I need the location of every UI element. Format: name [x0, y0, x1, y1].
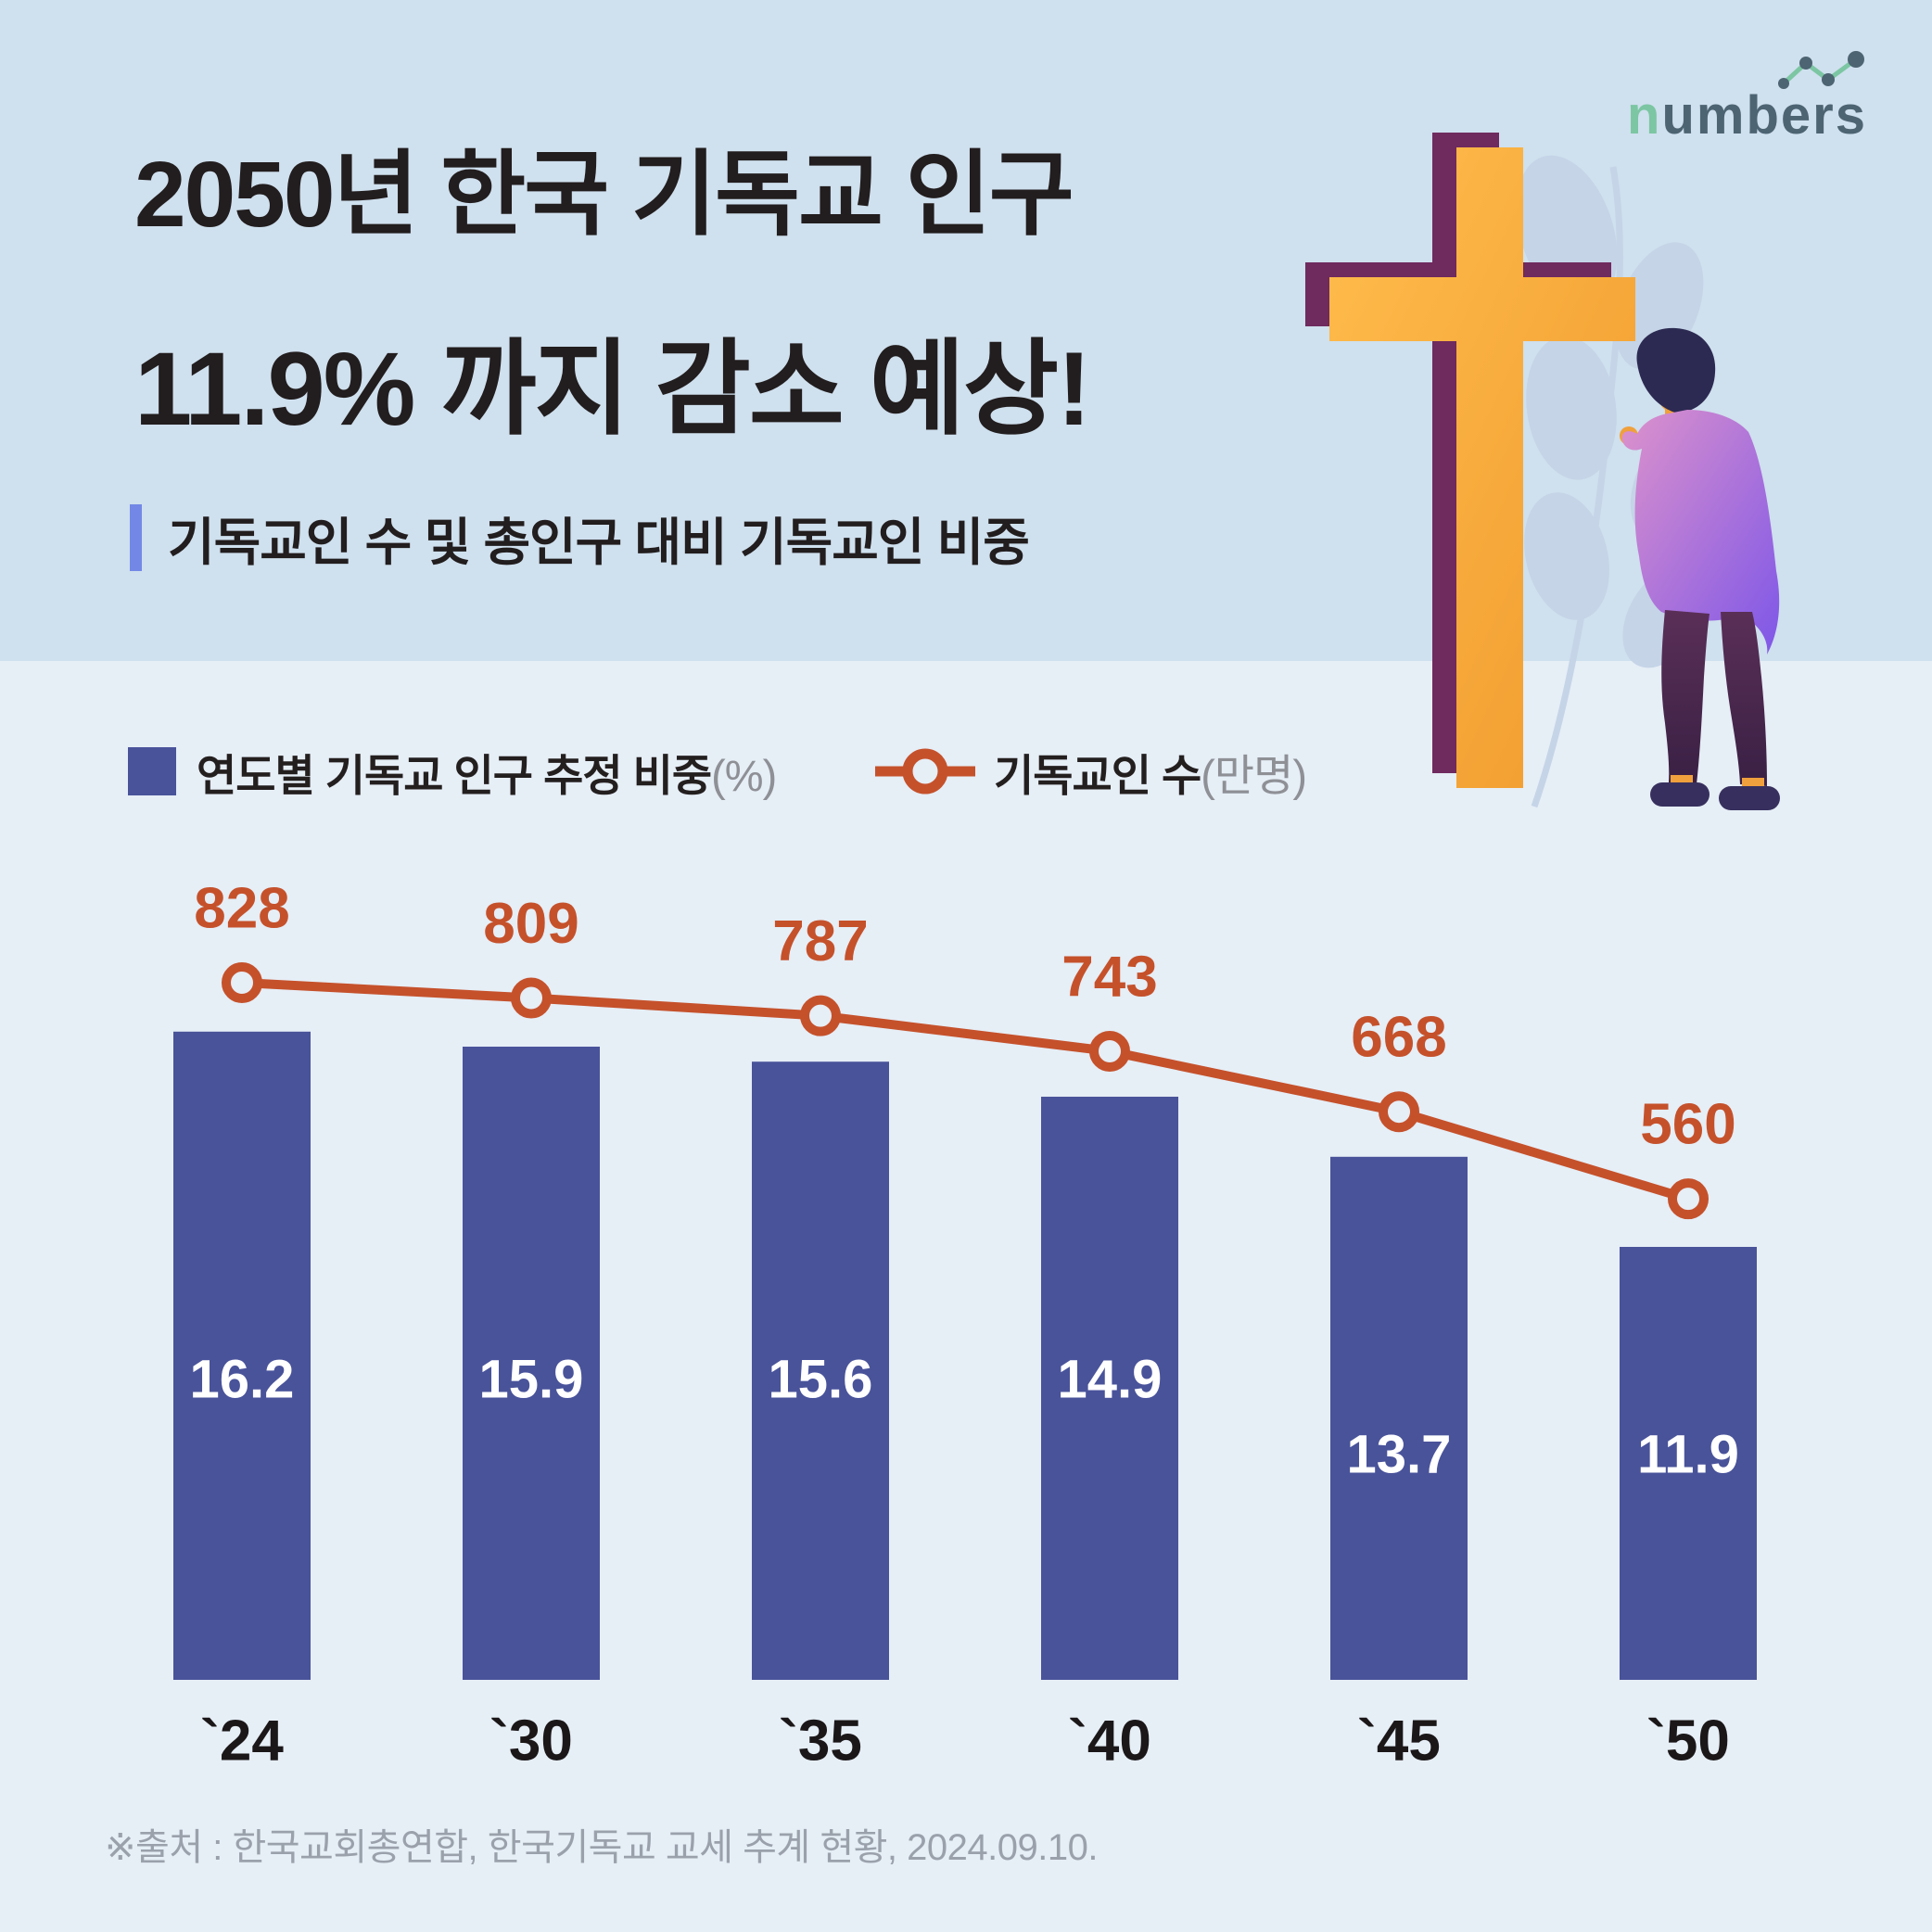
- person-shoe: [1719, 786, 1780, 810]
- line-value-label: 668: [1351, 1006, 1446, 1070]
- bar-`40: [1041, 1097, 1178, 1680]
- bar-`50: [1620, 1247, 1757, 1680]
- line-series: [241, 978, 1690, 1203]
- x-axis-label: `50: [1646, 1710, 1730, 1773]
- person-shoe: [1650, 782, 1710, 807]
- bar-`30: [463, 1047, 600, 1680]
- bar-value-label: 14.9: [1058, 1350, 1163, 1410]
- bar-value-label: 13.7: [1347, 1425, 1452, 1485]
- person-leg-front: [1661, 610, 1710, 784]
- line-marker: [1668, 1178, 1709, 1220]
- logo-prefix: n: [1627, 85, 1662, 146]
- x-axis-label: `40: [1068, 1710, 1151, 1773]
- line-value-label: 828: [194, 877, 289, 941]
- title-line2: 11.9% 까지 감소 예상!: [134, 331, 1091, 447]
- numbers-logo: n umbers: [1627, 51, 1867, 146]
- cross-icon: [1305, 133, 1635, 788]
- x-axis-label: `24: [200, 1710, 284, 1773]
- line-legend-marker-icon: [875, 748, 975, 794]
- line-marker: [511, 977, 552, 1019]
- logo-sparkline-icon: [1778, 51, 1864, 89]
- source-note: ※출처 : 한국교회총연합, 한국기독교 교세 추계 현황, 2024.09.1…: [105, 1827, 1098, 1868]
- x-axis-label: `45: [1357, 1710, 1441, 1773]
- line-value-label: 809: [483, 892, 578, 956]
- subtitle-accent-bar: [130, 504, 142, 571]
- bar-`45: [1330, 1156, 1468, 1680]
- person-hair: [1636, 327, 1716, 413]
- legend-item-bars: 연도별 기독교 인구 추정 비중(%): [128, 742, 777, 801]
- line-marker: [1089, 1030, 1130, 1072]
- praying-person: [1620, 327, 1780, 810]
- line-value-label: 743: [1061, 945, 1157, 1009]
- line-marker: [1379, 1091, 1419, 1133]
- bar-legend-unit: (%): [711, 750, 777, 800]
- x-axis-label: `30: [489, 1710, 573, 1773]
- bar-`35: [752, 1061, 889, 1680]
- line-value-label: 787: [772, 909, 868, 973]
- subtitle-text: 기독교인 수 및 총인구 대비 기독교인 비중: [168, 514, 1030, 571]
- bar-legend-swatch: [128, 747, 176, 795]
- person-leg-back: [1721, 612, 1767, 786]
- line-legend-label: 기독교인 수: [994, 750, 1201, 800]
- chart-subtitle: 기독교인 수 및 총인구 대비 기독교인 비중: [130, 501, 1030, 575]
- page-title: 2050년 한국 기독교 인구 11.9% 까지 감소 예상!: [134, 119, 1091, 455]
- bar-legend-label: 연도별 기독교 인구 추정 비중: [197, 750, 712, 800]
- line-value-label: 560: [1640, 1093, 1735, 1157]
- x-axis-label: `35: [779, 1710, 862, 1773]
- bar-value-label: 16.2: [190, 1350, 295, 1410]
- line-marker: [800, 995, 841, 1036]
- logo-rest: umbers: [1661, 85, 1867, 146]
- title-line1: 2050년 한국 기독교 인구: [134, 143, 1074, 247]
- line-marker: [222, 962, 262, 1003]
- bar-value-label: 11.9: [1637, 1425, 1739, 1485]
- bar-`24: [173, 1031, 311, 1680]
- legend-item-line: 기독교인 수(만명): [873, 742, 1307, 801]
- bar-value-label: 15.6: [769, 1350, 873, 1410]
- bar-value-label: 15.9: [479, 1350, 584, 1410]
- person-sweater: [1621, 410, 1780, 655]
- line-legend-unit: (만명): [1201, 750, 1307, 800]
- cross-illustration: [1305, 133, 1780, 810]
